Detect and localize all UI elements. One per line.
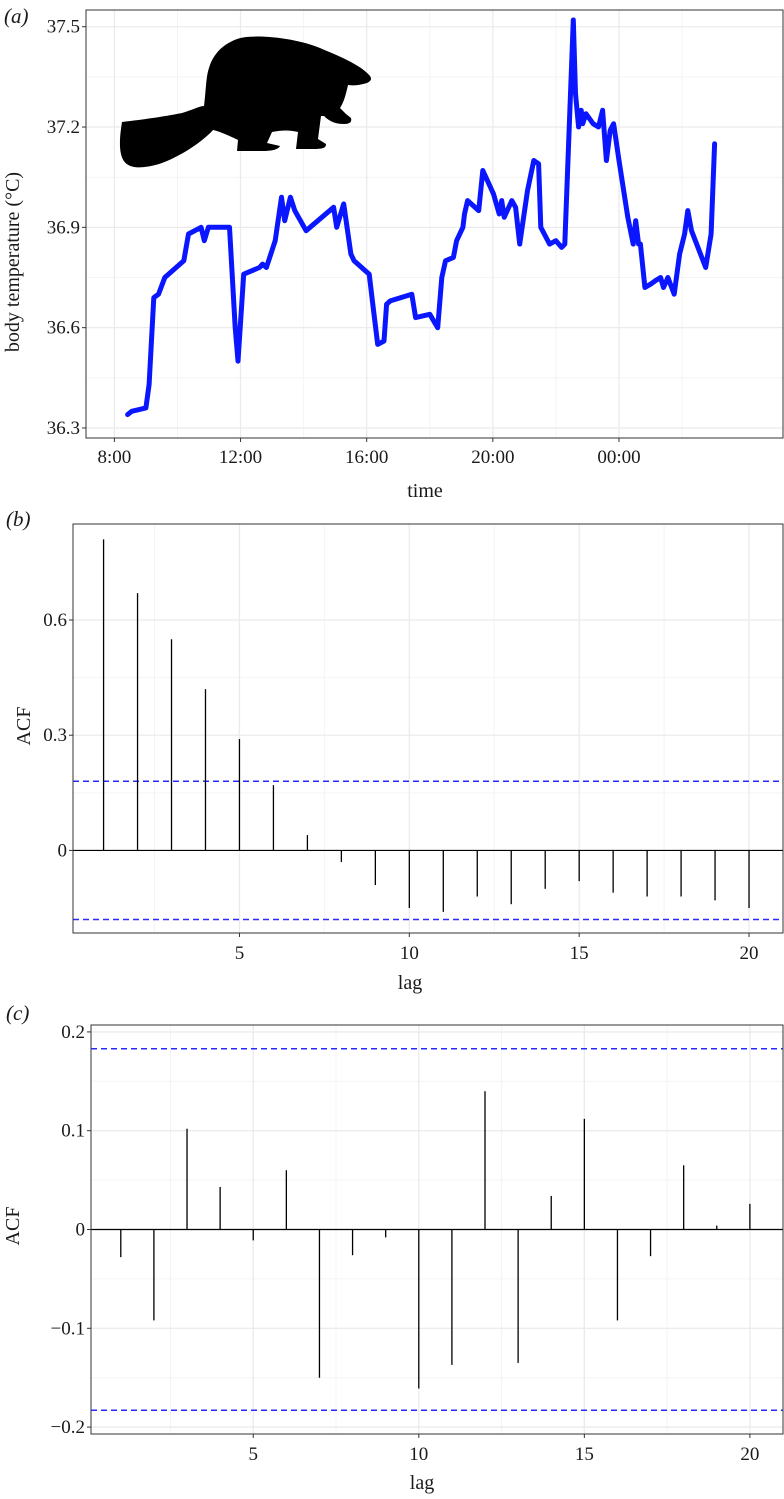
y-tick-label: 37.2 bbox=[47, 117, 80, 138]
y-tick-label: −0.1 bbox=[51, 1318, 85, 1339]
y-axis-title: body temperature (°C) bbox=[2, 172, 24, 352]
x-tick-label: 12:00 bbox=[219, 447, 262, 468]
y-axis-title: ACF bbox=[13, 707, 35, 746]
y-axis-ticks: 0 0.3 0.6 bbox=[43, 610, 73, 861]
x-tick-label: 15 bbox=[575, 1444, 594, 1465]
temperature-line bbox=[125, 17, 718, 418]
x-tick-label: 10 bbox=[400, 943, 419, 964]
y-tick-label: 0.3 bbox=[43, 725, 67, 746]
temperature-series bbox=[125, 17, 718, 418]
y-tick-label: 0 bbox=[58, 840, 68, 861]
chart-acf-raw: 0 0.3 0.6 5 10 15 20 lag ACF bbox=[13, 523, 784, 994]
x-tick-label: 16:00 bbox=[345, 447, 388, 468]
chart-body-temperature: 36.3 36.6 36.9 37.2 37.5 8:00 12:00 16:00 20:00… bbox=[2, 9, 784, 502]
x-tick-label: 20 bbox=[740, 1444, 759, 1465]
x-axis-title: lag bbox=[410, 1472, 434, 1494]
panel-b-label: (b) bbox=[6, 507, 31, 531]
plot-border bbox=[72, 523, 784, 934]
x-axis-ticks: 8:00 12:00 16:00 20:00 00:00 bbox=[97, 438, 641, 468]
y-tick-label: 36.6 bbox=[47, 318, 80, 339]
y-axis-ticks: −0.2 −0.1 0 0.1 0.2 bbox=[51, 1022, 91, 1438]
plot-border bbox=[85, 9, 784, 439]
y-tick-label: 0.1 bbox=[61, 1121, 85, 1142]
x-tick-label: 15 bbox=[570, 943, 589, 964]
panel-a-label: (a) bbox=[4, 4, 29, 28]
x-tick-label: 20:00 bbox=[471, 447, 514, 468]
confidence-bounds bbox=[91, 1047, 783, 1412]
x-axis-title: lag bbox=[398, 972, 422, 994]
plot-frame bbox=[72, 523, 784, 934]
y-tick-label: 36.3 bbox=[47, 418, 80, 439]
x-tick-label: 10 bbox=[409, 1444, 428, 1465]
acf-spikes bbox=[91, 1091, 783, 1389]
y-tick-label: 37.5 bbox=[47, 17, 80, 38]
y-tick-label: 0.2 bbox=[61, 1022, 85, 1043]
confidence-bounds bbox=[73, 780, 783, 921]
x-tick-label: 5 bbox=[248, 1444, 258, 1465]
plot-frame bbox=[85, 9, 784, 439]
x-axis-ticks: 5 10 15 20 bbox=[248, 1434, 759, 1465]
acf-spikes bbox=[73, 539, 783, 912]
y-tick-label: 0.6 bbox=[43, 610, 67, 631]
x-axis-title: time bbox=[407, 480, 443, 502]
x-tick-label: 5 bbox=[235, 943, 245, 964]
y-tick-label: 0 bbox=[76, 1220, 86, 1241]
x-tick-label: 8:00 bbox=[97, 447, 131, 468]
y-axis-title: ACF bbox=[2, 1207, 24, 1246]
y-tick-label: 36.9 bbox=[47, 217, 80, 238]
x-tick-label: 00:00 bbox=[597, 447, 640, 468]
y-tick-label: −0.2 bbox=[51, 1417, 85, 1438]
beaver-icon bbox=[119, 36, 371, 168]
x-axis-ticks: 5 10 15 20 bbox=[235, 933, 759, 964]
panel-c-label: (c) bbox=[6, 1001, 30, 1025]
y-axis-ticks: 36.3 36.6 36.9 37.2 37.5 bbox=[47, 17, 86, 439]
x-tick-label: 20 bbox=[740, 943, 759, 964]
